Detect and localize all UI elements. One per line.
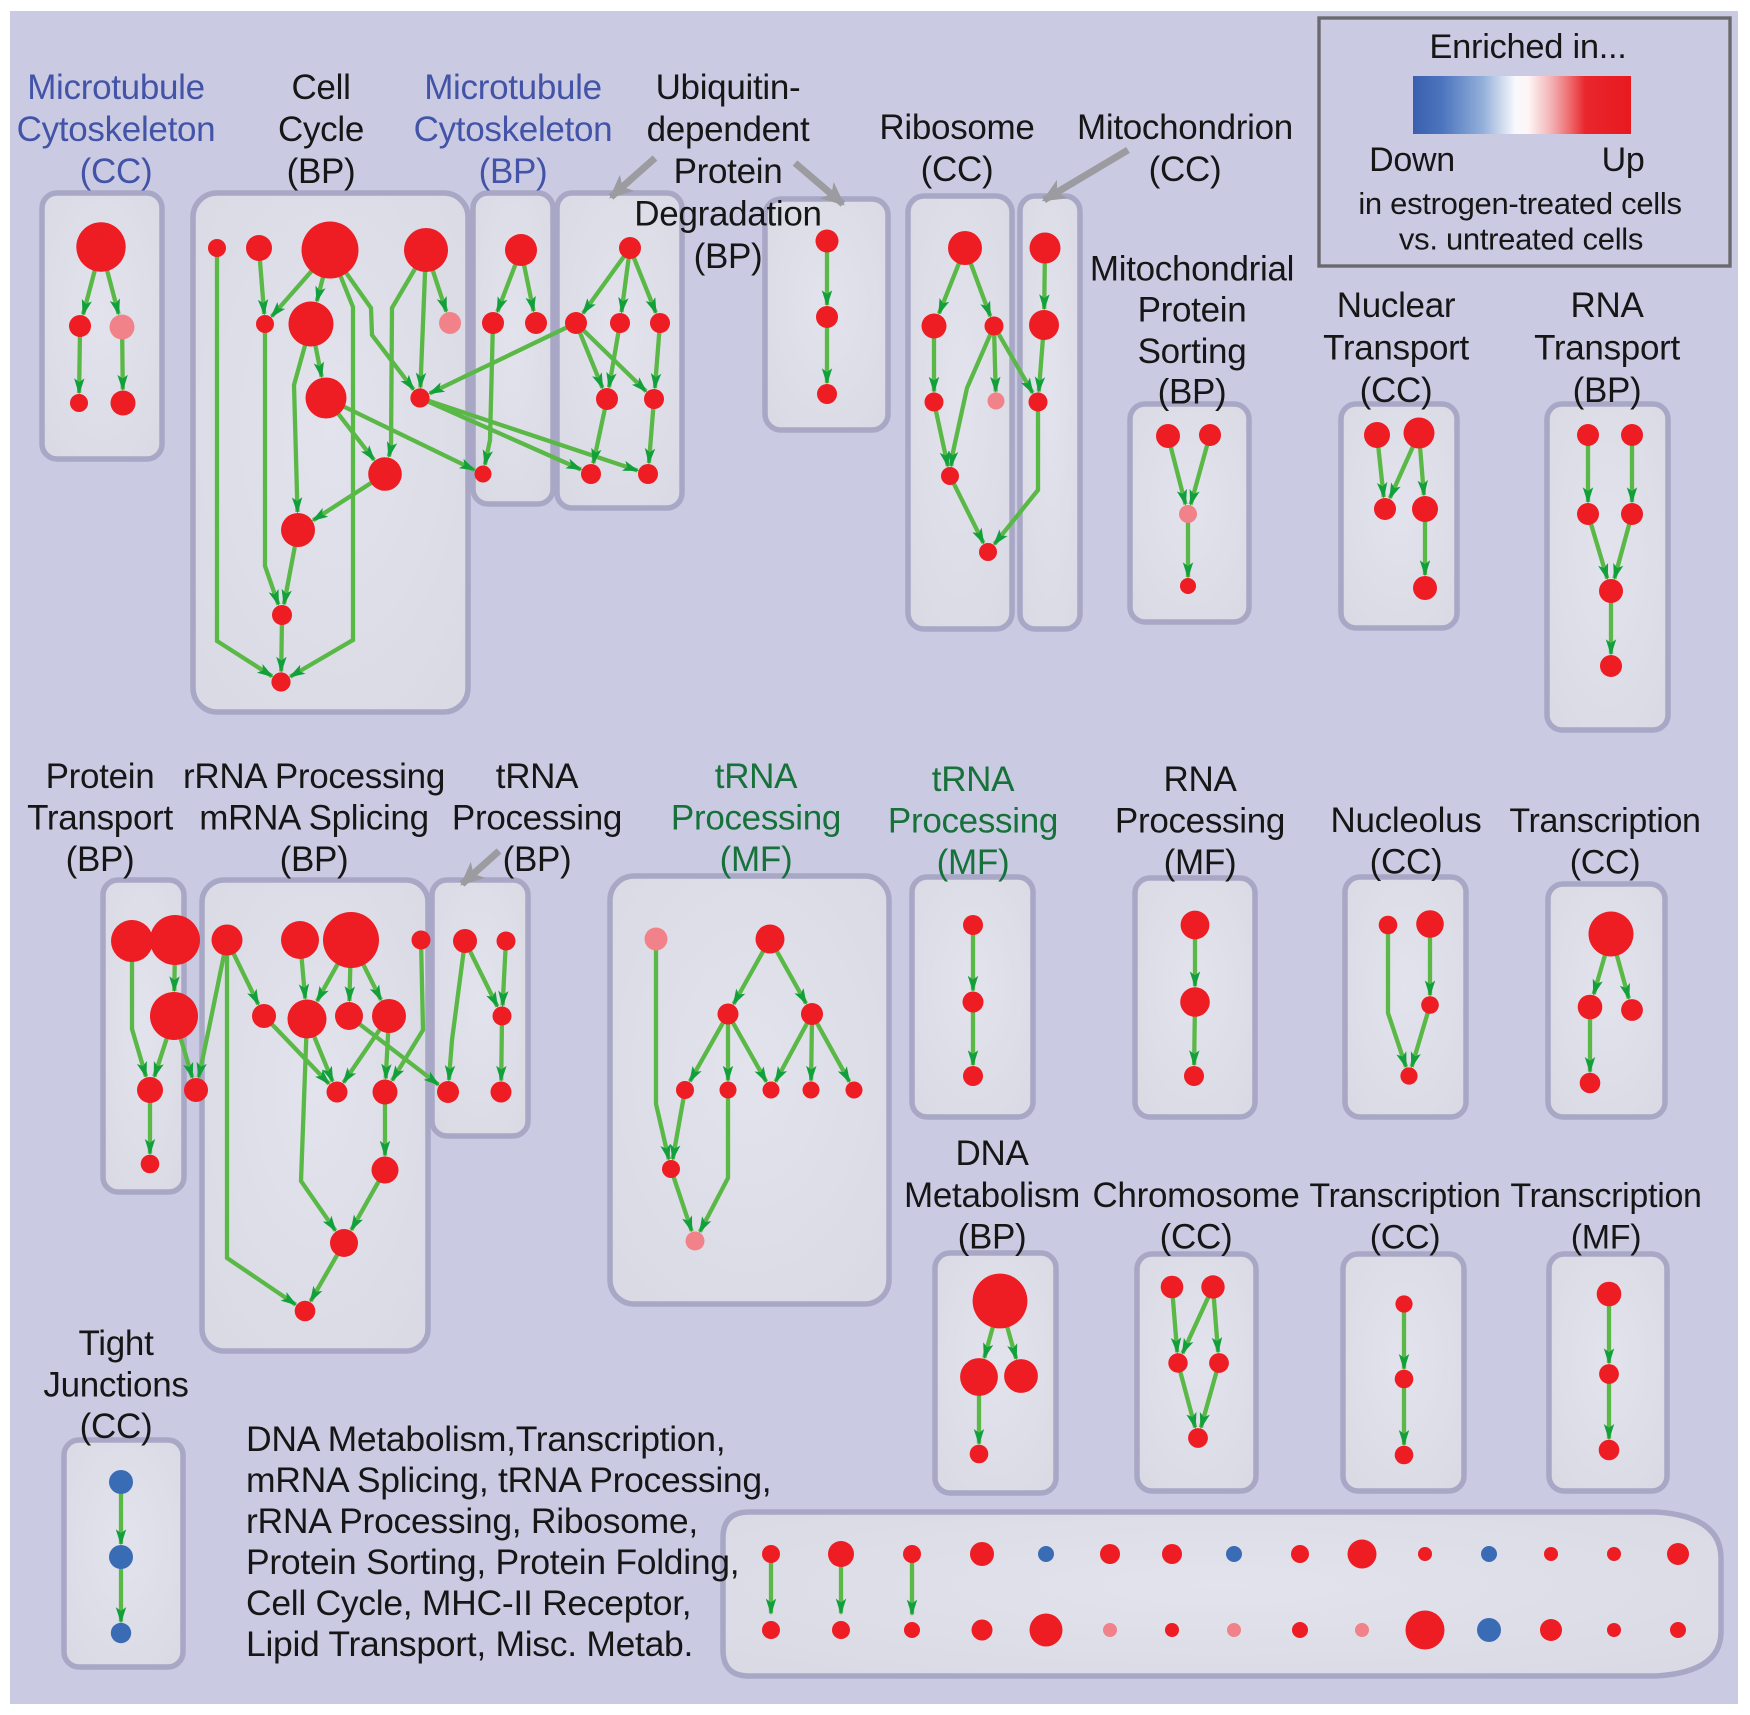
svg-text:(CC): (CC) [1149, 150, 1222, 189]
svg-text:Microtubule: Microtubule [424, 68, 602, 107]
svg-text:vs. untreated cells: vs. untreated cells [1399, 222, 1643, 257]
svg-text:Processing: Processing [452, 799, 622, 838]
svg-text:(CC): (CC) [1370, 843, 1443, 882]
svg-text:(CC): (CC) [1160, 1218, 1233, 1257]
svg-text:mRNA Splicing, tRNA Processing: mRNA Splicing, tRNA Processing, [246, 1460, 771, 1500]
svg-text:Nuclear: Nuclear [1337, 286, 1456, 325]
svg-text:(BP): (BP) [287, 152, 356, 191]
svg-text:Mitochondrial: Mitochondrial [1090, 250, 1294, 289]
svg-text:(BP): (BP) [694, 237, 763, 276]
svg-text:Metabolism: Metabolism [904, 1176, 1080, 1215]
svg-text:Microtubule: Microtubule [27, 68, 205, 107]
svg-text:Degradation: Degradation [634, 195, 821, 234]
svg-text:Transport: Transport [1323, 329, 1469, 368]
svg-text:Chromosome: Chromosome [1092, 1176, 1299, 1215]
svg-text:(CC): (CC) [1360, 371, 1433, 410]
svg-text:(CC): (CC) [921, 150, 994, 189]
svg-text:RNA: RNA [1164, 760, 1238, 799]
svg-text:Transport: Transport [27, 799, 173, 838]
svg-text:Mitochondrion: Mitochondrion [1077, 108, 1293, 147]
svg-text:Up: Up [1602, 141, 1645, 179]
svg-text:in estrogen-treated cells: in estrogen-treated cells [1358, 186, 1681, 221]
svg-text:(BP): (BP) [479, 152, 548, 191]
svg-text:Protein: Protein [1138, 291, 1247, 330]
svg-text:(MF): (MF) [720, 840, 793, 879]
svg-text:Protein: Protein [46, 757, 155, 796]
svg-text:(MF): (MF) [937, 843, 1010, 882]
svg-text:Sorting: Sorting [1138, 332, 1247, 371]
svg-text:(CC): (CC) [1370, 1219, 1441, 1257]
svg-text:(CC): (CC) [1570, 844, 1641, 882]
svg-text:Ribosome: Ribosome [879, 108, 1034, 147]
svg-text:(BP): (BP) [1158, 373, 1227, 412]
svg-text:Nucleolus: Nucleolus [1331, 801, 1482, 840]
svg-text:(MF): (MF) [1571, 1219, 1642, 1257]
svg-text:Protein: Protein [674, 152, 783, 191]
svg-text:(BP): (BP) [958, 1218, 1027, 1257]
svg-text:(CC): (CC) [80, 152, 153, 191]
svg-text:Processing: Processing [1115, 802, 1285, 841]
svg-text:tRNA: tRNA [932, 760, 1015, 799]
svg-text:Protein Sorting, Protein Foldi: Protein Sorting, Protein Folding, [246, 1542, 739, 1582]
svg-text:rRNA Processing: rRNA Processing [183, 757, 445, 796]
svg-text:RNA: RNA [1571, 286, 1645, 325]
svg-text:tRNA: tRNA [496, 757, 579, 796]
svg-text:Lipid Transport, Misc. Metab.: Lipid Transport, Misc. Metab. [246, 1624, 693, 1664]
svg-text:DNA: DNA [956, 1134, 1030, 1173]
svg-text:Transcription: Transcription [1510, 1177, 1701, 1215]
svg-text:mRNA Splicing: mRNA Splicing [199, 799, 429, 838]
svg-text:DNA Metabolism,Transcription,: DNA Metabolism,Transcription, [246, 1419, 725, 1459]
svg-text:Tight: Tight [78, 1324, 154, 1363]
svg-text:Processing: Processing [671, 799, 841, 838]
svg-text:(BP): (BP) [66, 840, 135, 879]
svg-text:(BP): (BP) [503, 840, 572, 879]
svg-text:dependent: dependent [647, 110, 810, 149]
svg-text:(MF): (MF) [1164, 843, 1237, 882]
svg-text:Cytoskeleton: Cytoskeleton [17, 110, 216, 149]
svg-text:Cell: Cell [291, 68, 350, 107]
svg-text:Cycle: Cycle [278, 110, 364, 149]
svg-text:(BP): (BP) [1573, 371, 1642, 410]
svg-text:Transcription: Transcription [1509, 802, 1700, 840]
svg-text:Cell Cycle, MHC-II Receptor,: Cell Cycle, MHC-II Receptor, [246, 1583, 691, 1623]
svg-text:Transport: Transport [1534, 329, 1680, 368]
svg-text:Down: Down [1369, 141, 1455, 179]
svg-text:Enriched in...: Enriched in... [1429, 28, 1626, 66]
svg-text:Ubiquitin-: Ubiquitin- [656, 68, 801, 107]
svg-text:Processing: Processing [888, 802, 1058, 841]
svg-text:(CC): (CC) [80, 1407, 153, 1446]
svg-text:Cytoskeleton: Cytoskeleton [414, 110, 613, 149]
svg-text:Junctions: Junctions [43, 1366, 188, 1405]
svg-text:(BP): (BP) [280, 840, 349, 879]
svg-text:Transcription: Transcription [1309, 1177, 1500, 1215]
svg-text:tRNA: tRNA [715, 757, 798, 796]
svg-text:rRNA Processing, Ribosome,: rRNA Processing, Ribosome, [246, 1501, 698, 1541]
